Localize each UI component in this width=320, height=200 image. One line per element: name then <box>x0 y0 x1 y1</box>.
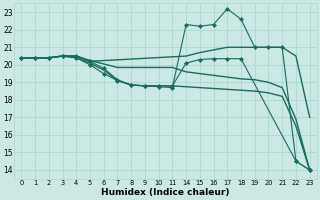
X-axis label: Humidex (Indice chaleur): Humidex (Indice chaleur) <box>101 188 230 197</box>
